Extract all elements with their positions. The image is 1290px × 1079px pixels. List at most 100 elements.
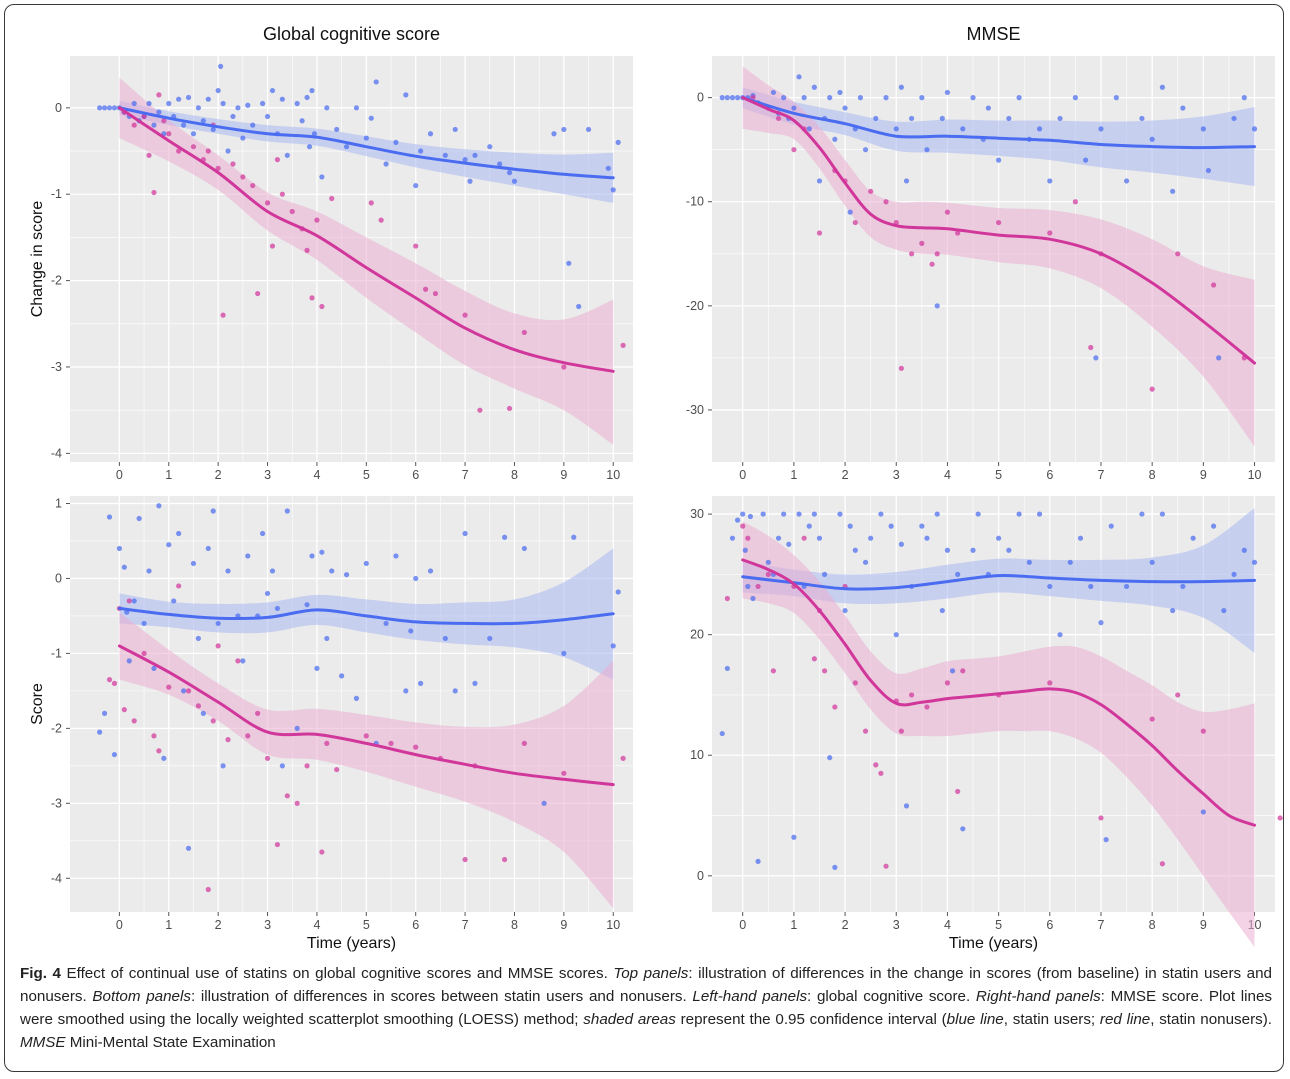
data-point-statin-users [970, 547, 976, 553]
data-point-statin-users [314, 665, 320, 671]
data-point-statin-users [106, 105, 113, 111]
data-point-statin-users [806, 126, 812, 132]
data-point-statin-users [452, 688, 458, 694]
data-point-statin-users [832, 864, 838, 870]
data-point-statin-nonusers [724, 595, 730, 602]
data-point-statin-users [111, 105, 118, 111]
data-point-statin-users [949, 668, 956, 674]
caption-run: : illustration of differences in the cha… [20, 965, 1273, 1005]
data-point-statin-users [269, 87, 276, 94]
data-point-statin-nonusers [924, 704, 930, 710]
data-point-statin-users [245, 102, 251, 108]
x-tick-label: 6 [412, 918, 419, 932]
y-axis-label: Score [29, 683, 46, 725]
data-point-statin-users [847, 209, 853, 215]
data-point-statin-users [837, 511, 843, 517]
data-point-statin-nonusers [156, 748, 162, 754]
data-point-statin-users [200, 710, 206, 716]
data-point-statin-nonusers [156, 92, 162, 98]
data-point-statin-users [615, 139, 621, 145]
data-point-statin-nonusers [770, 668, 777, 674]
data-point-statin-users [944, 547, 951, 553]
data-point-statin-users [264, 113, 271, 120]
caption-run: , statin users; [1003, 1011, 1100, 1028]
data-point-statin-users [1098, 620, 1104, 626]
data-point-statin-nonusers [944, 209, 951, 215]
x-tick-label: 8 [511, 468, 518, 482]
data-point-statin-users [1113, 95, 1119, 101]
data-point-statin-users [136, 515, 142, 522]
data-point-statin-users [408, 628, 414, 634]
figure-frame [4, 4, 1284, 1072]
x-tick-label: 3 [264, 918, 271, 932]
data-point-statin-users [284, 152, 290, 158]
data-point-statin-users [909, 115, 915, 122]
data-point-statin-users [585, 126, 592, 133]
caption-figure-label: Fig. 4 [20, 965, 61, 982]
x-tick-label: 6 [1046, 918, 1053, 932]
data-point-statin-users [1016, 511, 1022, 517]
x-tick-label: 8 [1149, 468, 1156, 482]
x-tick-label: 5 [363, 918, 370, 932]
data-point-statin-users [796, 74, 802, 80]
loess-line-statin-users [741, 573, 1256, 591]
data-point-statin-users [719, 95, 725, 101]
data-point-statin-users [506, 170, 513, 176]
data-point-statin-users [1072, 95, 1078, 101]
data-point-statin-nonusers [329, 195, 335, 202]
data-point-statin-users [822, 571, 828, 577]
x-tick-label: 7 [462, 918, 469, 932]
data-point-statin-nonusers [363, 733, 369, 739]
caption-emphasis: shaded areas [583, 1011, 676, 1028]
data-point-statin-users [299, 118, 305, 124]
data-point-statin-users [934, 511, 940, 517]
data-point-statin-users [1251, 126, 1258, 132]
data-point-statin-nonusers [279, 191, 285, 197]
loess-line-statin-nonusers [741, 96, 1256, 365]
data-point-statin-users [924, 147, 930, 153]
data-point-statin-users [903, 178, 910, 184]
data-point-statin-nonusers [909, 251, 915, 257]
data-point-statin-nonusers [1149, 386, 1155, 392]
data-point-statin-users [146, 100, 152, 107]
data-point-statin-users [393, 139, 399, 145]
data-point-statin-users [324, 105, 330, 111]
x-tick-label: 7 [462, 468, 469, 482]
data-point-statin-users [368, 115, 374, 121]
data-point-statin-nonusers [775, 115, 782, 122]
data-point-statin-nonusers [289, 208, 295, 215]
data-point-statin-users [1067, 559, 1073, 565]
data-point-statin-users [1123, 583, 1130, 590]
data-point-statin-users [279, 96, 285, 102]
data-point-statin-users [996, 535, 1002, 541]
data-point-statin-users [521, 545, 527, 552]
x-tick-label: 6 [1046, 468, 1053, 482]
data-point-statin-users [1006, 115, 1012, 122]
y-tick-label: -2 [51, 721, 62, 735]
data-point-statin-users [176, 530, 182, 537]
caption-run: Effect of continual use of statins on gl… [60, 965, 614, 982]
data-point-statin-users [1170, 607, 1176, 614]
data-point-statin-users [101, 710, 108, 716]
data-point-statin-nonusers [151, 189, 157, 196]
panel-background [70, 496, 633, 912]
data-point-statin-users [898, 541, 904, 547]
data-point-statin-nonusers [106, 677, 113, 683]
y-tick-label: -2 [51, 274, 62, 288]
data-point-statin-users [605, 165, 611, 171]
data-point-statin-users [166, 542, 172, 548]
data-point-statin-nonusers [294, 800, 300, 806]
data-point-statin-users [141, 620, 147, 627]
panel-top-left: 0 1 2 3 4 5 6 7 8 9 10 0 -1 -2 -3 -4 Global cognitive sc… [29, 24, 633, 482]
data-point-statin-users [343, 144, 350, 150]
data-point-statin-nonusers [1098, 815, 1104, 821]
data-point-statin-nonusers [314, 217, 320, 223]
data-point-statin-users [161, 755, 167, 761]
data-point-statin-nonusers [225, 737, 231, 743]
data-point-statin-users [1149, 136, 1155, 142]
data-point-statin-nonusers [852, 680, 858, 686]
data-point-statin-users [442, 152, 448, 158]
y-axis-label: Change in score [29, 201, 46, 318]
data-point-statin-users [156, 503, 162, 509]
data-point-statin-users [215, 620, 221, 627]
